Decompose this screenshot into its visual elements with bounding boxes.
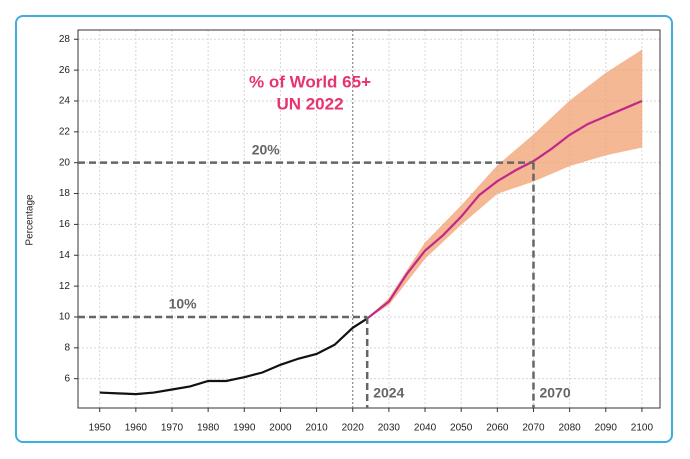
x-tick-label: 1990: [233, 423, 256, 434]
y-tick-label: 16: [59, 219, 71, 230]
x-tick-label: 2040: [414, 423, 437, 434]
frame: [15, 15, 673, 443]
y-tick-label: 18: [59, 188, 71, 199]
x-tick-label: 2070: [522, 423, 545, 434]
x-tick-label: 1950: [89, 423, 112, 434]
chart-subtitle: UN 2022: [276, 94, 343, 113]
y-tick-label: 8: [64, 342, 70, 353]
x-tick-label: 1970: [161, 423, 184, 434]
x-tick-label: 2030: [378, 423, 401, 434]
y-axis-label: Percentage: [25, 194, 36, 246]
chart-title: % of World 65+: [249, 72, 371, 91]
x-tick-label: 1960: [125, 423, 148, 434]
x-tick-label: 2090: [595, 423, 618, 434]
marker-year: 2070: [539, 385, 570, 401]
plot-frame: [77, 29, 661, 409]
y-tick-label: 24: [59, 96, 71, 107]
x-tick-label: 2060: [486, 423, 509, 434]
marker-label: 20%: [252, 141, 281, 157]
marker-label: 10%: [169, 296, 198, 312]
y-tick-label: 22: [59, 126, 71, 137]
x-tick-label: 2100: [631, 423, 654, 434]
series-line: [366, 99, 643, 320]
marker-year: 2024: [373, 385, 404, 401]
y-tick-label: 12: [59, 281, 71, 292]
x-tick-label: 2010: [305, 423, 328, 434]
x-tick-label: 2000: [269, 423, 292, 434]
y-tick-label: 26: [59, 65, 71, 76]
x-tick-label: 2050: [450, 423, 473, 434]
x-tick-label: 1980: [197, 423, 220, 434]
y-tick-label: 6: [64, 373, 70, 384]
y-tick-label: 14: [59, 250, 71, 261]
series-line: [99, 317, 368, 396]
x-tick-label: 2020: [342, 423, 365, 434]
y-tick-label: 20: [59, 157, 71, 168]
uncertainty-band: [366, 49, 643, 319]
y-tick-label: 28: [59, 34, 71, 45]
x-tick-label: 2080: [559, 423, 582, 434]
y-tick-label: 10: [59, 312, 71, 323]
